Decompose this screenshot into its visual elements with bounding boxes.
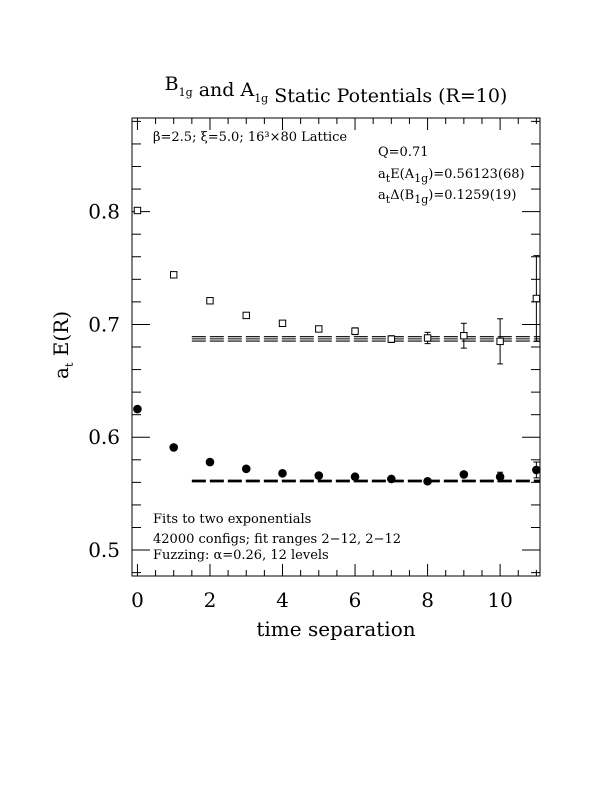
b1g-point [532,294,541,303]
b1g-point [206,297,214,305]
a1g-prefix: a [378,167,386,182]
b1g-point [460,332,468,340]
x-tick-label: 10 [487,588,512,612]
annotation-q: Q=0.71 [378,145,429,160]
b1g-point [496,337,504,346]
x-tick-label: 6 [349,588,362,612]
a1g-mid: E(A [390,167,415,182]
y-tick-label: 0.5 [88,538,120,562]
a1g-sub-1g: 1g [414,172,428,185]
b1g-point [387,335,396,343]
annotation-b1g-gap: atΔ(B1g)=0.1259(19) [378,188,516,206]
a1g-point [387,474,396,484]
chart-title-part: and A [193,79,255,101]
chart-title-subscript: 1g [179,86,193,99]
y-axis-label-main: a [49,367,73,379]
a1g-point [459,470,469,479]
x-tick-label: 8 [421,588,434,612]
a1g-point [350,472,360,482]
annotation-a1g-energy: atE(A1g)=0.56123(68) [378,167,525,185]
axis-ticks [132,118,540,576]
x-tick-label: 4 [276,588,289,612]
chart-title-part: Static Potentials (R=10) [268,85,507,107]
b1g-prefix: a [378,188,386,203]
x-tick-label: 2 [204,588,217,612]
b1g-value: )=0.1259(19) [428,188,516,203]
a1g-sub-t: t [386,172,391,185]
y-axis-label-sub: t [63,362,76,367]
a1g-point [423,476,432,486]
b1g-sub-t: t [386,193,391,206]
b1g-sub-1g: 1g [414,193,428,206]
a1g-point [278,469,287,478]
chart-title-subscript: 1g [254,92,268,105]
a1g-point [205,457,215,467]
fit-bands [191,336,540,483]
a1g-value: )=0.56123(68) [428,167,524,182]
a1g-point [495,472,505,482]
y-tick-label: 0.6 [88,425,120,449]
y-axis-label: at E(R) [49,311,76,379]
annotation-fits: Fits to two exponentials [153,512,311,527]
plot-frame [131,117,541,577]
a1g-point [169,443,179,452]
annotation-lattice: β=2.5; ξ=5.0; 16³×80 Lattice [153,130,347,145]
b1g-point [351,327,359,335]
x-axis-label: time separation [256,617,415,641]
b1g-point [423,334,432,342]
annotation-configs: 42000 configs; fit ranges 2−12, 2−12 [153,532,401,547]
b1g-point [242,311,250,320]
y-axis-label-rest: E(R) [49,311,73,363]
b1g-point [315,325,323,333]
annotation-fuzzing: Fuzzing: α=0.26, 12 levels [153,548,329,563]
x-tick-label: 0 [131,588,144,612]
b1g-mid: Δ(B [390,188,414,203]
b1g-point [170,271,178,279]
b1g-point [278,319,287,328]
y-tick-label: 0.8 [88,200,120,224]
chart-title: B1g and A1g Static Potentials (R=10) [165,73,508,107]
a1g-point [314,471,324,480]
chart-title-part: B [165,73,179,95]
a1g-point [241,464,251,474]
tick-labels: 0 2 4 6 8 10 0.5 0.6 0.7 0.8 [88,200,513,612]
b1g-point [133,206,142,215]
data-points [133,206,541,486]
a1g-point [133,404,142,414]
y-tick-label: 0.7 [88,312,120,336]
a1g-point [532,465,541,475]
